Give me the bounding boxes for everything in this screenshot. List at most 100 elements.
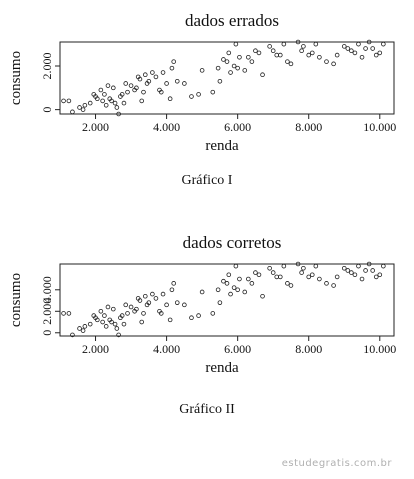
data-point: [352, 50, 358, 56]
scatter-plot-1: dados errados 2.000 4.000 6.000 8.000 10.000 0…: [8, 11, 396, 154]
data-point: [306, 274, 312, 280]
data-point: [233, 41, 239, 47]
data-point: [217, 300, 223, 305]
data-point: [267, 265, 272, 271]
data-point: [246, 276, 251, 282]
y-tick-label: 4.000: [40, 276, 54, 303]
data-point: [228, 291, 233, 297]
data-point: [349, 48, 354, 54]
data-point: [253, 48, 258, 54]
data-point: [164, 81, 169, 86]
data-point: [331, 61, 336, 67]
data-point: [226, 50, 232, 56]
data-point: [160, 70, 166, 75]
data-point: [105, 83, 111, 88]
data-point: [242, 68, 248, 73]
data-point: [373, 52, 379, 58]
y-tick-label: 0: [40, 107, 54, 113]
x-tick-label: 8.000: [295, 120, 322, 134]
data-point: [295, 261, 301, 267]
data-point: [288, 283, 294, 288]
data-point: [231, 63, 237, 69]
data-point: [210, 89, 216, 95]
caption-grafico-i: Gráfico I: [181, 173, 233, 188]
data-point: [228, 70, 233, 75]
data-point: [169, 65, 175, 71]
data-point: [299, 270, 304, 275]
data-point: [141, 311, 146, 316]
data-point: [377, 50, 383, 56]
data-point: [123, 302, 129, 308]
data-point: [116, 111, 121, 117]
data-point: [301, 44, 306, 49]
data-point: [366, 261, 372, 267]
x-tick-label: 10.000: [363, 342, 396, 356]
data-point: [345, 46, 351, 51]
data-point: [158, 89, 164, 95]
data-point: [182, 302, 187, 308]
data-point: [256, 50, 262, 56]
data-point: [121, 321, 127, 327]
data-point: [370, 268, 375, 273]
data-point: [128, 304, 134, 310]
data-point: [249, 281, 255, 286]
data-point: [352, 272, 358, 278]
data-point: [226, 272, 232, 278]
chart-title: dados corretos: [183, 233, 282, 252]
data-point: [103, 102, 109, 108]
x-axis-label: renda: [205, 138, 239, 154]
chart-dados-corretos: dados corretos 2.000 4.000 6.000 8.000 10.000…: [0, 222, 414, 382]
data-point: [134, 85, 139, 91]
data-point: [66, 311, 72, 316]
data-point: [301, 265, 306, 271]
data-point: [253, 270, 258, 275]
x-tick-label: 6.000: [224, 342, 251, 356]
data-point: [134, 306, 139, 312]
data-point: [146, 300, 152, 305]
y-axis-label: consumo: [8, 51, 24, 105]
data-point: [317, 276, 322, 282]
data-point: [224, 59, 230, 64]
plot-frame: [59, 263, 395, 337]
data-point: [77, 326, 82, 331]
data-point: [235, 287, 240, 293]
data-point: [246, 54, 251, 60]
data-point: [139, 319, 145, 325]
data-point: [267, 44, 272, 49]
data-point: [125, 311, 130, 316]
data-point: [160, 291, 166, 297]
data-point: [349, 270, 354, 275]
data-point: [102, 313, 107, 318]
data-point: [224, 281, 230, 286]
data-point: [317, 54, 322, 60]
data-point: [217, 78, 223, 84]
data-point: [260, 293, 265, 299]
data-point: [95, 317, 100, 323]
data-point: [295, 39, 301, 45]
x-tick-label: 2.000: [82, 120, 109, 134]
caption-grafico-ii: Gráfico II: [179, 402, 235, 417]
data-point: [137, 298, 143, 303]
data-point: [363, 46, 368, 51]
data-point: [210, 311, 216, 316]
data-point: [299, 48, 304, 54]
data-point: [98, 308, 104, 314]
watermark: estudegratis.com.br: [281, 458, 392, 469]
data-point: [334, 52, 340, 58]
data-point: [139, 98, 145, 104]
data-point: [119, 92, 125, 97]
data-point: [221, 278, 226, 284]
data-point: [345, 268, 351, 273]
data-point: [231, 285, 237, 290]
data-point: [112, 100, 118, 106]
data-point: [61, 98, 66, 104]
data-point: [98, 87, 104, 93]
data-point: [109, 319, 114, 325]
data-point: [164, 302, 169, 308]
data-point: [359, 54, 365, 60]
data-point: [82, 324, 88, 329]
data-point: [87, 100, 93, 106]
data-point: [150, 291, 155, 297]
data-point: [359, 276, 365, 282]
